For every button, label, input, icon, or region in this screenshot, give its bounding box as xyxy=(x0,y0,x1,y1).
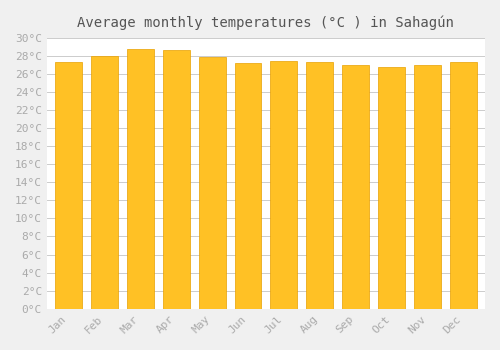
Bar xyxy=(450,62,477,309)
Title: Average monthly temperatures (°C ) in Sahagún: Average monthly temperatures (°C ) in Sa… xyxy=(78,15,454,29)
Bar xyxy=(127,49,154,309)
Bar xyxy=(234,63,262,309)
Bar xyxy=(378,66,405,309)
Bar xyxy=(342,65,369,309)
Bar xyxy=(162,50,190,309)
Bar xyxy=(414,65,441,309)
Bar xyxy=(270,61,297,309)
Bar xyxy=(91,56,118,309)
Bar xyxy=(198,57,226,309)
Bar xyxy=(55,62,82,309)
Bar xyxy=(306,62,334,309)
